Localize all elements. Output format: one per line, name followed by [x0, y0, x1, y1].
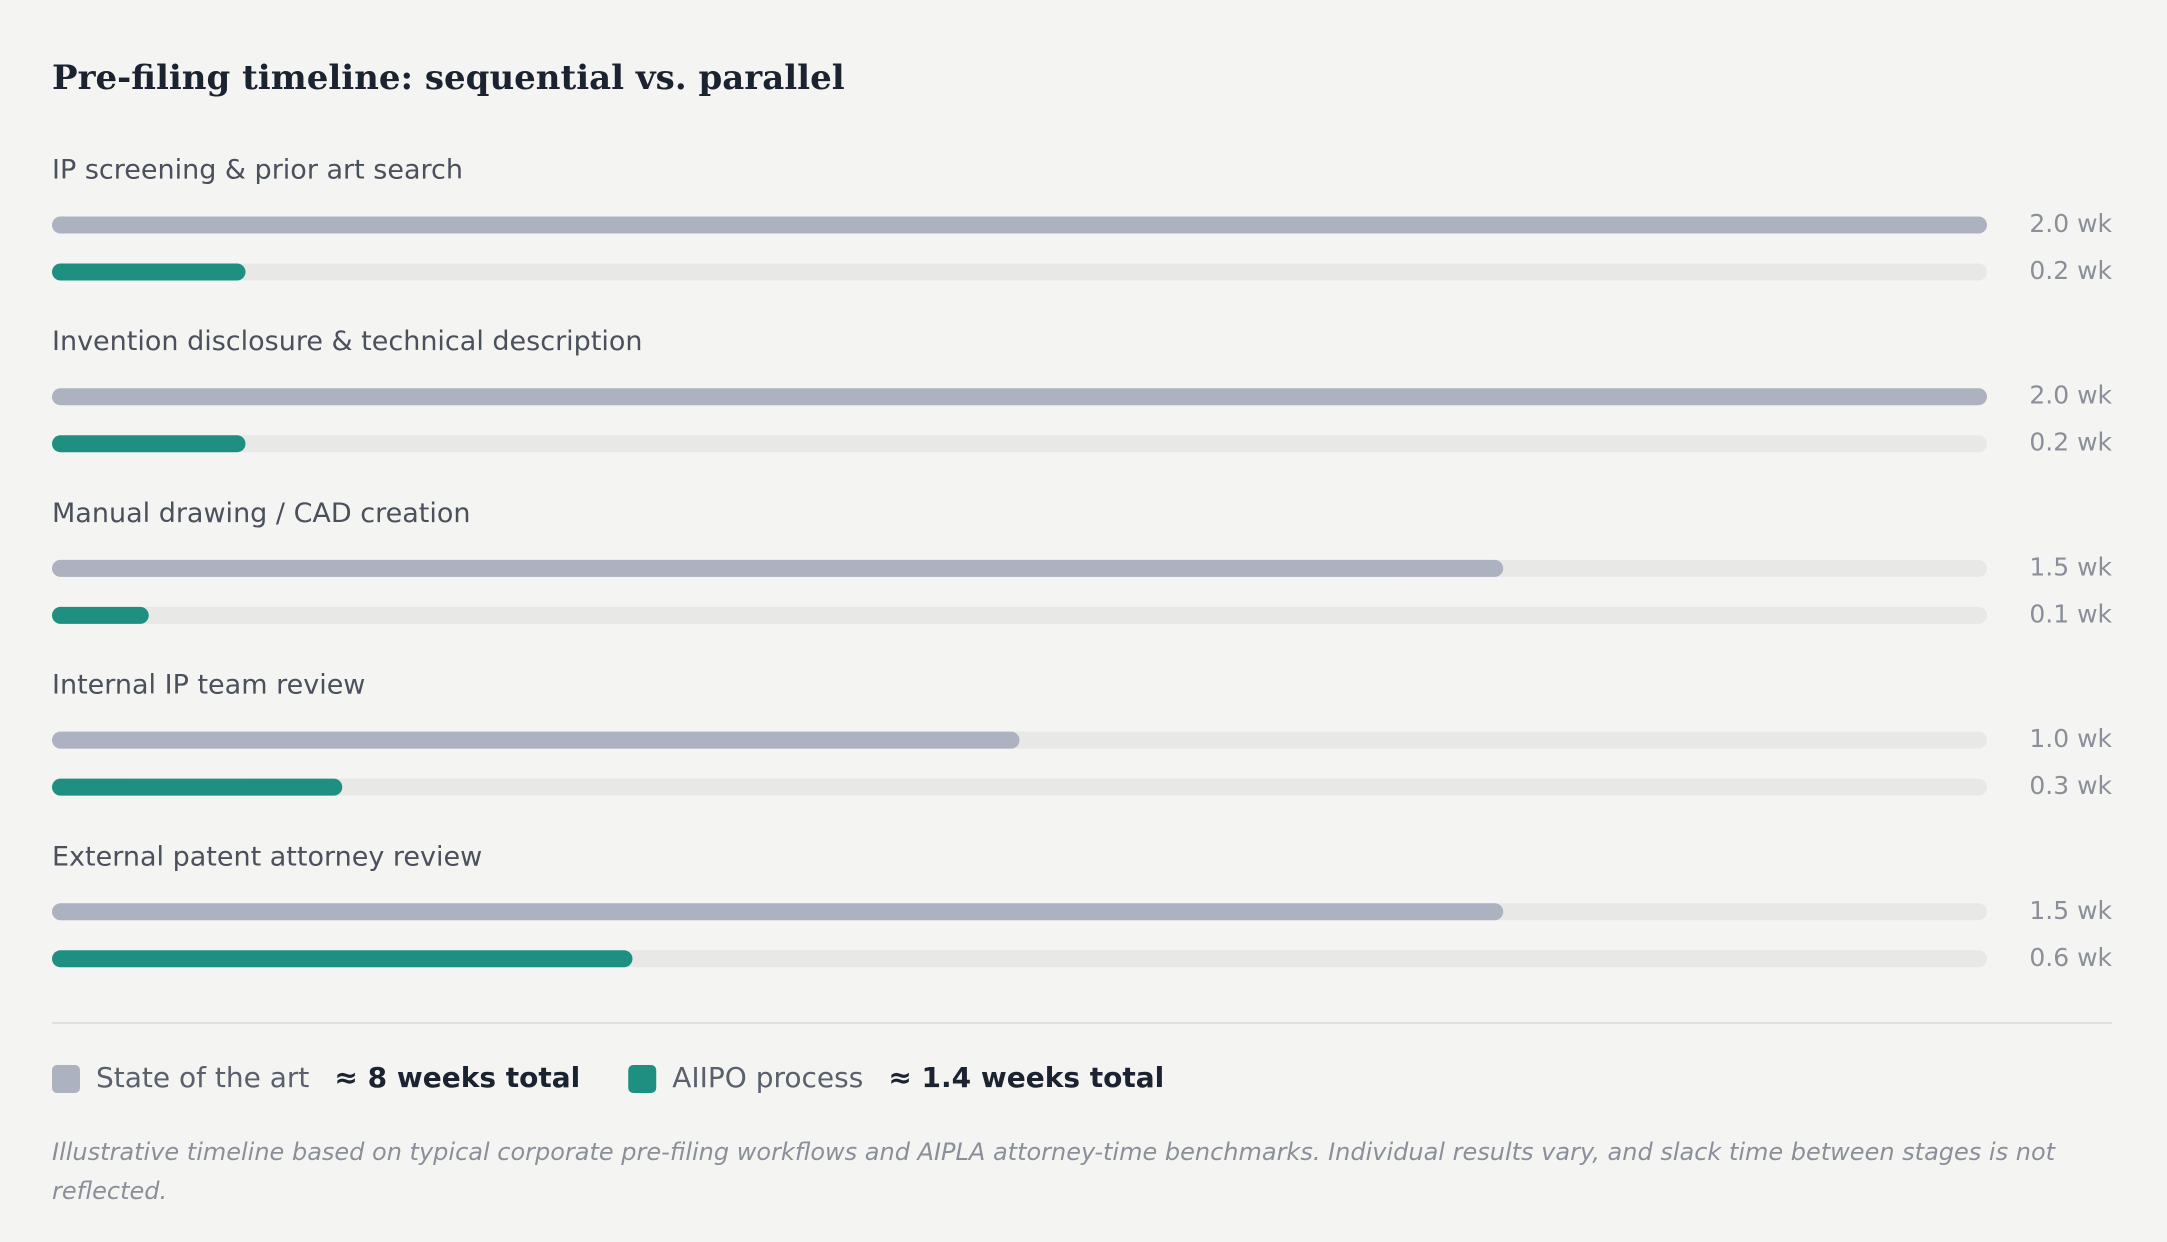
- legend-label: State of the art: [96, 1061, 309, 1094]
- value-label: 0.3 wk: [2029, 771, 2112, 800]
- bar: [52, 731, 1020, 749]
- value-label: 1.5 wk: [2029, 552, 2112, 581]
- bar: [52, 903, 1504, 921]
- bar: [52, 950, 633, 968]
- value-label: 0.6 wk: [2029, 943, 2112, 972]
- value-label: 0.1 wk: [2029, 599, 2112, 628]
- value-label: 0.2 wk: [2029, 428, 2112, 457]
- value-label: 2.0 wk: [2029, 209, 2112, 238]
- value-label: 2.0 wk: [2029, 381, 2112, 410]
- category-label: IP screening & prior art search: [52, 155, 463, 186]
- chart-title: Pre-filing timeline: sequential vs. para…: [52, 58, 845, 98]
- category-label: External patent attorney review: [52, 841, 482, 872]
- bar-track: [52, 778, 1987, 796]
- footnote: Illustrative timeline based on typical c…: [52, 1138, 2056, 1205]
- bar: [52, 435, 246, 453]
- value-label: 1.5 wk: [2029, 896, 2112, 925]
- bar-track: [52, 263, 1987, 281]
- bar: [52, 263, 246, 281]
- bar: [52, 606, 149, 624]
- legend-swatch: [52, 1065, 80, 1093]
- legend-label: AIIPO process: [672, 1061, 863, 1094]
- bar-track: [52, 606, 1987, 624]
- bar-track: [52, 435, 1987, 453]
- bar: [52, 216, 1987, 234]
- legend-swatch: [628, 1065, 657, 1093]
- category-label: Internal IP team review: [52, 670, 365, 701]
- value-label: 1.0 wk: [2029, 724, 2112, 753]
- legend-total: ≈ 8 weeks total: [334, 1061, 580, 1094]
- category-label: Manual drawing / CAD creation: [52, 498, 471, 529]
- bar: [52, 778, 343, 796]
- bar: [52, 388, 1987, 406]
- value-label: 0.2 wk: [2029, 256, 2112, 285]
- category-label: Invention disclosure & technical descrip…: [52, 326, 643, 357]
- bar: [52, 559, 1504, 577]
- legend-total: ≈ 1.4 weeks total: [888, 1061, 1164, 1094]
